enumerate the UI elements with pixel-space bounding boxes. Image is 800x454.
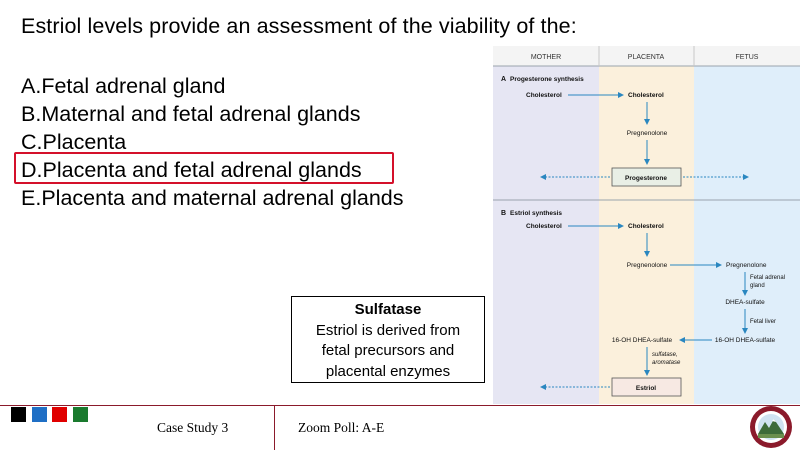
footer-divider-line <box>0 405 800 406</box>
callout-line-1: Estriol is derived from <box>315 321 461 339</box>
callout-line-2: fetal precursors and <box>321 342 455 359</box>
correct-answer-highlight-box <box>14 152 394 184</box>
option-letter: C. <box>21 130 43 154</box>
option-b[interactable]: B.Maternal and fetal adrenal glands <box>21 100 404 128</box>
panel-b-fetal-adrenal-line-1: Fetal adrenal <box>750 275 785 281</box>
steroid-synthesis-svg: MOTHER PLACENTA FETUS A Progesterone syn… <box>492 45 800 405</box>
option-a[interactable]: A.Fetal adrenal gland <box>21 72 404 100</box>
option-c[interactable]: C.Placenta <box>21 128 404 156</box>
footer-zoom-poll: Zoom Poll: A-E <box>298 420 385 435</box>
panel-a-letter: A <box>501 76 506 83</box>
option-letter: D. <box>21 158 43 182</box>
panel-b-estriol: Estriol <box>636 385 656 392</box>
footer-case-study: Case Study 3 <box>157 420 229 435</box>
panel-a-mother-cholesterol: Cholesterol <box>526 92 562 99</box>
option-label: Placenta and maternal adrenal glands <box>41 186 404 210</box>
option-d[interactable]: D.Placenta and fetal adrenal glands <box>21 156 404 184</box>
panel-b-fetus-pregnenolone: Pregnenolone <box>726 262 767 269</box>
answer-options: A.Fetal adrenal gland B.Maternal and fet… <box>21 72 404 212</box>
diagram-header <box>493 46 800 66</box>
option-label: Placenta <box>42 130 127 154</box>
option-label: Fetal adrenal gland <box>41 74 226 98</box>
panel-b-placenta-cholesterol: Cholesterol <box>628 223 664 230</box>
panel-b-mother-cholesterol: Cholesterol <box>526 223 562 230</box>
option-letter: B. <box>21 102 42 126</box>
panel-b-enzyme-line-2: aromatase <box>652 360 681 366</box>
panel-a-title: Progesterone synthesis <box>510 76 584 83</box>
option-letter: A. <box>21 74 42 98</box>
column-header-placenta: PLACENTA <box>628 54 665 61</box>
panel-a-progesterone: Progesterone <box>625 175 667 182</box>
estriol-box <box>611 377 682 397</box>
panel-b-placenta-16oh-dhea: 16-OH DHEA-sulfate <box>612 337 673 344</box>
progesterone-box <box>611 167 682 187</box>
footer-square-black <box>11 407 26 422</box>
steroid-synthesis-diagram: MOTHER PLACENTA FETUS A Progesterone syn… <box>492 45 800 405</box>
panel-a-placenta-cholesterol: Cholesterol <box>628 92 664 99</box>
panel-b-enzyme-line-1: sulfatase, <box>652 352 678 358</box>
university-seal-icon <box>749 405 793 449</box>
panel-a-pregnenolone: Pregnenolone <box>627 130 668 137</box>
column-header-fetus: FETUS <box>736 54 759 61</box>
mother-column <box>493 46 599 404</box>
footer-vertical-divider <box>274 405 275 450</box>
footer-square-green <box>73 407 88 422</box>
panel-b-dhea-sulfate: DHEA-sulfate <box>725 299 765 306</box>
panel-b-fetal-liver: Fetal liver <box>750 319 776 325</box>
fetus-column <box>694 46 800 404</box>
panel-b-fetus-16oh-dhea: 16-OH DHEA-sulfate <box>715 337 776 344</box>
option-label: Maternal and fetal adrenal glands <box>41 102 361 126</box>
panel-b-fetal-adrenal-line-2: gland <box>750 283 765 289</box>
callout-line-3: placental enzymes <box>325 362 451 380</box>
column-header-mother: MOTHER <box>531 54 561 61</box>
footer-square-red <box>52 407 67 422</box>
panel-b-placenta-pregnenolone: Pregnenolone <box>627 262 668 269</box>
panel-b-letter: B <box>501 210 506 217</box>
option-e[interactable]: E.Placenta and maternal adrenal glands <box>21 184 404 212</box>
footer-square-blue <box>32 407 47 422</box>
question-text: Estriol levels provide an assessment of … <box>21 14 577 38</box>
option-label: Placenta and fetal adrenal glands <box>42 158 362 182</box>
sulfatase-callout: Sulfatase Estriol is derived from fetal … <box>291 296 485 383</box>
callout-title: Sulfatase <box>354 301 422 318</box>
panel-b-title: Estriol synthesis <box>510 210 562 217</box>
option-letter: E. <box>21 186 42 210</box>
